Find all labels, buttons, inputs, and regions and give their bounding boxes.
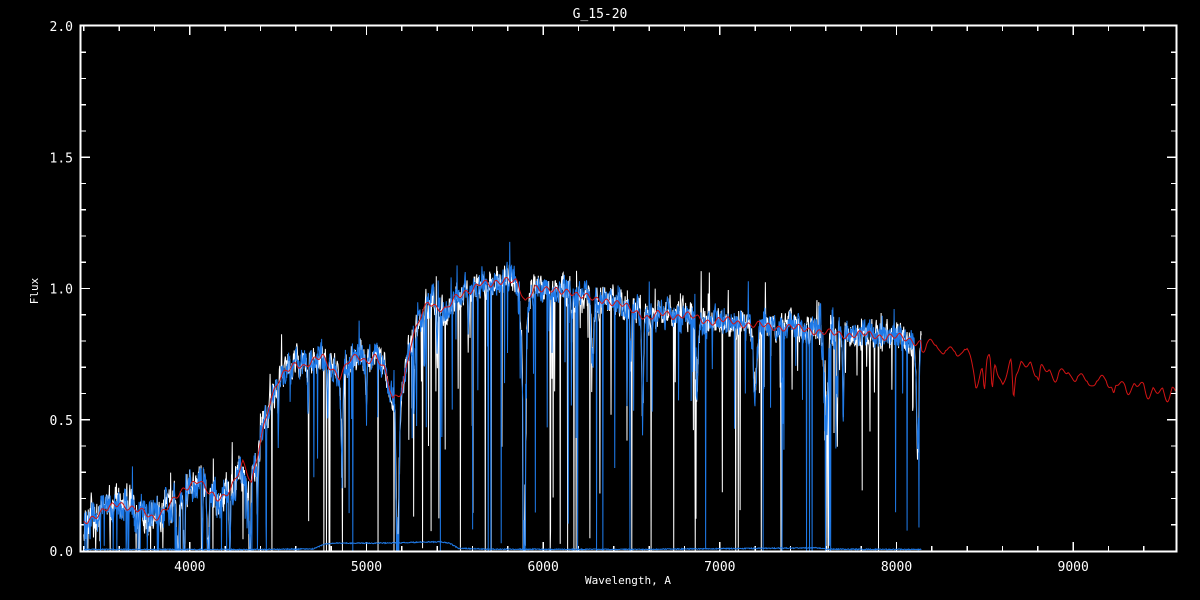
spectrum-series-layer	[83, 241, 1176, 552]
model-spectrum-red-line	[83, 276, 1176, 525]
y-tick-label: 0.5	[50, 414, 73, 429]
y-tick-label: 2.0	[50, 20, 73, 35]
x-axis-label: Wavelength, A	[585, 574, 671, 587]
x-tick-label: 9000	[1058, 560, 1089, 575]
y-tick-label: 1.0	[50, 283, 73, 298]
page-title: G_15-20	[573, 7, 628, 22]
x-tick-label: 7000	[704, 560, 735, 575]
error-spectrum-line	[83, 540, 922, 552]
y-tick-label: 0.0	[50, 545, 73, 560]
y-tick-labels: 0.0 0.5 1.0 1.5 2.0	[50, 20, 73, 560]
x-tick-label: 6000	[528, 560, 559, 575]
x-tick-label: 5000	[351, 560, 382, 575]
plot-frame	[79, 24, 1178, 553]
x-tick-label: 8000	[881, 560, 912, 575]
x-tick-label: 4000	[174, 560, 205, 575]
axis-ticks	[81, 25, 1176, 552]
x-tick-labels: 4000 5000 6000 7000 8000 9000	[174, 560, 1089, 575]
y-tick-label: 1.5	[50, 151, 73, 166]
y-axis-label: Flux	[28, 277, 41, 304]
